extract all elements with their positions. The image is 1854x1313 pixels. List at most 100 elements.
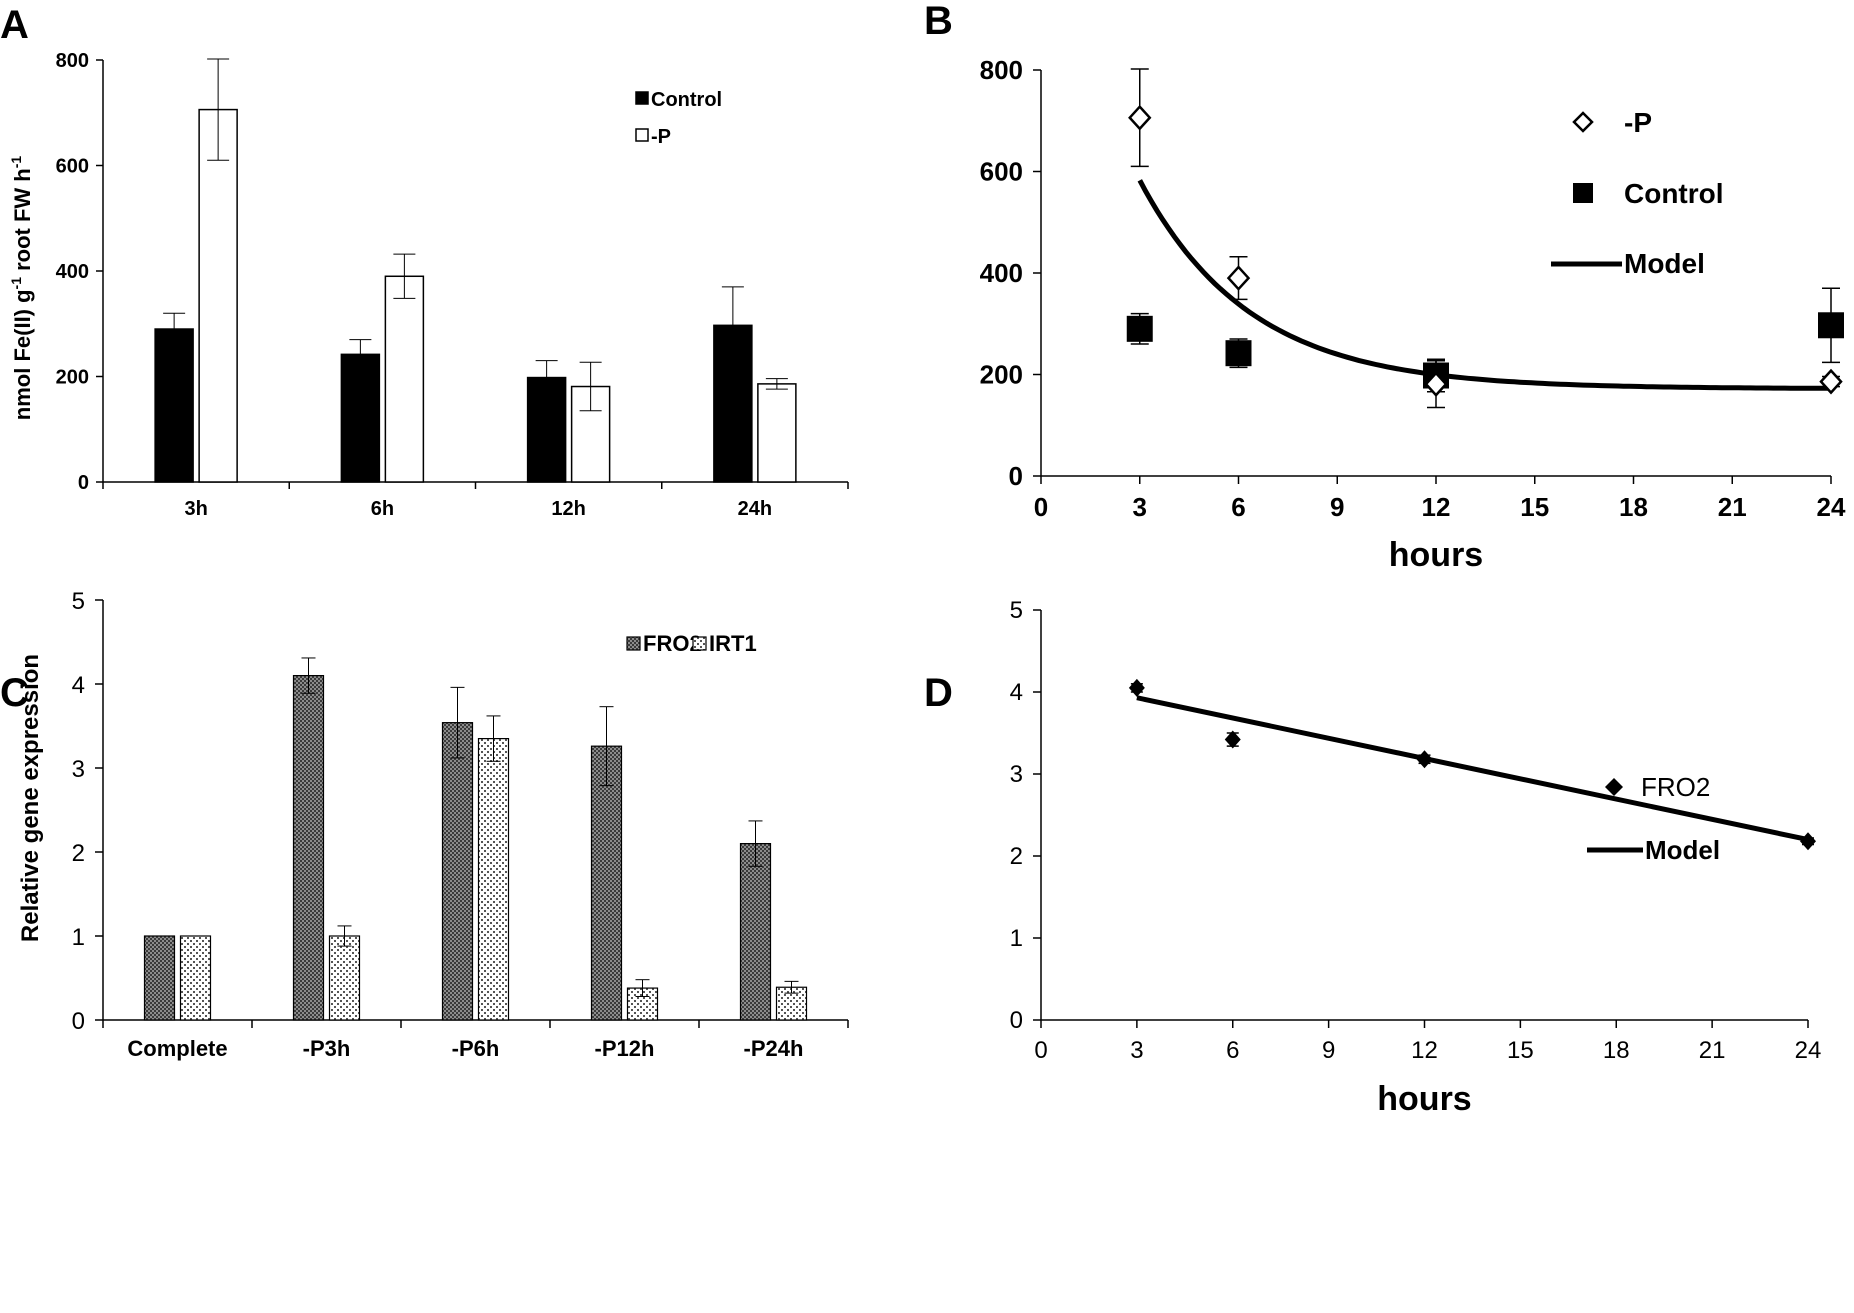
chart-c-y-tick-label: 1	[72, 924, 85, 951]
chart-c-error-bar	[337, 925, 352, 947]
chart-b-x-axis-label: hours	[1389, 536, 1483, 574]
chart-c-legend: FRO2 IRT1	[626, 631, 757, 656]
chart-d-x-tick-label: 12	[1411, 1037, 1438, 1064]
chart-a-error-bar	[163, 312, 186, 346]
chart-b-x-tick-label: 18	[1619, 492, 1648, 522]
chart-c-bar-fro2	[739, 842, 772, 1021]
chart-b-legend: -P Control Model	[1551, 107, 1724, 279]
chart-a-y-tick-label: 0	[78, 472, 89, 494]
chart-b-legend-label: Model	[1624, 248, 1705, 279]
chart-a-error-bar	[349, 339, 372, 370]
chart-a-x-tick-label: 12h	[551, 498, 585, 520]
chart-b-point-minus-p	[1819, 368, 1843, 395]
chart-a: nmol Fe(II) g-1 root FW h-1 0 200 400 600 80…	[8, 50, 849, 520]
chart-a-error-bar	[765, 378, 788, 390]
chart-d-x-axis-label: hours	[1377, 1080, 1471, 1118]
chart-d-x-tick-label: 18	[1603, 1037, 1630, 1064]
chart-c-bar-fro2	[292, 674, 325, 1021]
chart-b-legend-label: -P	[1624, 107, 1652, 138]
chart-c-error-bar	[301, 657, 316, 694]
chart-a-bar-minus-p	[384, 275, 425, 483]
chart-b-legend-marker-control	[1573, 183, 1593, 203]
chart-b-x-tick-label: 0	[1034, 492, 1048, 522]
chart-b-legend-marker-minus-p	[1572, 111, 1594, 133]
chart-a-x-tick-label: 3h	[184, 498, 207, 520]
chart-c-bar-fro2	[143, 935, 176, 1021]
chart-d-legend: FRO2 Model	[1587, 772, 1720, 865]
panel-label-a: A	[0, 3, 29, 47]
chart-b-model-curve	[1137, 179, 1831, 391]
chart-c-x-tick-label: Complete	[127, 1036, 227, 1061]
chart-b-point-minus-p	[1424, 371, 1448, 398]
chart-b-y-tick-label: 0	[1009, 461, 1023, 491]
chart-a-bar-minus-p	[757, 383, 797, 483]
chart-a-ylabel-part1: nmol Fe(II) g	[10, 289, 35, 420]
chart-c-y-axis-label: Relative gene expression	[17, 654, 44, 942]
chart-c-legend-swatch-irt1	[692, 636, 707, 651]
chart-a-y-tick-label: 600	[56, 156, 89, 178]
chart-a-y-axis-label: nmol Fe(II) g-1 root FW h-1	[8, 156, 35, 421]
chart-c-error-bar	[635, 979, 650, 997]
chart-d-x-tick-label: 21	[1699, 1037, 1726, 1064]
chart-c-error-bar	[748, 820, 763, 867]
chart-c: Relative gene expression 0 1 2 3 4 5 Complete -…	[17, 588, 849, 1061]
chart-d-x-tick-label: 6	[1226, 1037, 1239, 1064]
chart-a-error-bar	[579, 361, 602, 412]
panel-label-d: D	[924, 671, 953, 715]
chart-d-y-tick-label: 0	[1010, 1007, 1023, 1034]
chart-b-point-minus-p	[1128, 104, 1152, 131]
chart-d-y-tick-label: 4	[1010, 679, 1023, 706]
chart-b-x-tick-label: 9	[1330, 492, 1344, 522]
chart-a-y-tick-label: 400	[56, 261, 89, 283]
chart-c-x-tick-label: -P24h	[744, 1036, 804, 1061]
panel-label-c: C	[0, 671, 29, 715]
chart-c-y-tick-label: 0	[72, 1008, 85, 1035]
chart-c-bar-irt1	[328, 935, 361, 1021]
chart-b-y-tick-label: 200	[980, 360, 1023, 390]
chart-d-point-fro2	[1128, 678, 1145, 697]
chart-d-x-tick-label: 24	[1795, 1037, 1822, 1064]
chart-a-legend: Control -P	[635, 89, 722, 148]
chart-d-x-tick-label: 0	[1034, 1037, 1047, 1064]
chart-a-error-bar	[535, 360, 558, 395]
chart-d-y-tick-label: 3	[1010, 761, 1023, 788]
chart-c-bar-fro2	[441, 722, 474, 1021]
chart-a-y-tick-label: 800	[56, 50, 89, 72]
chart-b-point-minus-p	[1226, 265, 1251, 291]
chart-b-point-control	[1818, 312, 1844, 339]
chart-a-bar-control	[526, 376, 567, 483]
chart-d-legend-marker-fro2	[1605, 778, 1623, 796]
chart-b-y-tick-label: 600	[980, 157, 1023, 187]
chart-c-y-tick-label: 2	[72, 840, 85, 867]
chart-c-bar-fro2	[590, 745, 623, 1021]
chart-d-x-tick-label: 9	[1322, 1037, 1335, 1064]
chart-d-model-line	[1136, 695, 1809, 843]
chart-b-x-tick-label: 24	[1817, 492, 1846, 522]
chart-b-x-tick-label: 12	[1422, 492, 1451, 522]
chart-b-point-control	[1225, 340, 1252, 367]
chart-c-error-bar	[450, 686, 465, 759]
chart-c-x-tick-label: -P12h	[595, 1036, 655, 1061]
chart-b-x-tick-label: 6	[1231, 492, 1245, 522]
chart-c-bar-irt1	[179, 935, 212, 1021]
chart-c-y-tick-label: 5	[72, 588, 85, 615]
chart-d-legend-label: FRO2	[1641, 772, 1710, 802]
chart-a-error-bar	[393, 253, 416, 299]
chart-a-x-tick-label: 24h	[738, 498, 772, 520]
chart-a-y-tick-label: 200	[56, 367, 89, 389]
chart-a-bar-minus-p	[198, 108, 238, 483]
chart-c-error-bar	[486, 715, 501, 762]
chart-a-legend-label: -P	[651, 126, 671, 148]
chart-b-x-tick-label: 15	[1520, 492, 1549, 522]
chart-a-error-bar	[721, 286, 744, 365]
chart-c-legend-swatch-fro2	[626, 636, 641, 651]
chart-d-point-fro2	[1224, 730, 1241, 749]
chart-c-bar-irt1	[477, 737, 510, 1021]
chart-d-legend-label: Model	[1645, 835, 1720, 865]
chart-b-x-tick-label: 21	[1718, 492, 1747, 522]
chart-d-point-fro2	[1416, 750, 1433, 769]
chart-c-error-bar	[784, 980, 799, 994]
chart-d-point-fro2	[1800, 832, 1816, 851]
